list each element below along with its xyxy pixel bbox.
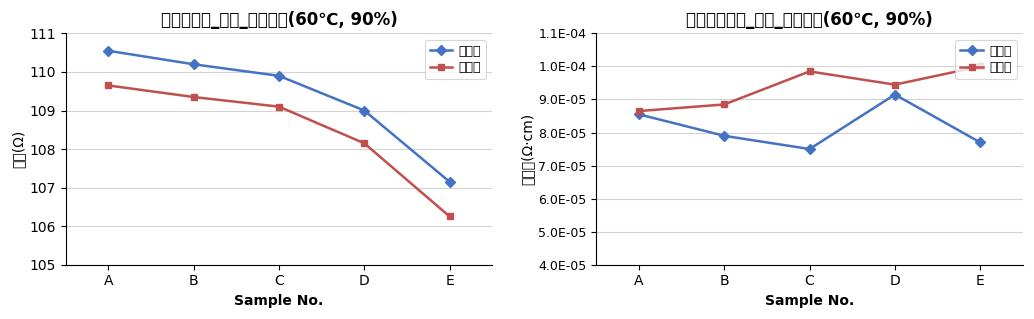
Title: 비저항균일도_단품_항온항습(60℃, 90%): 비저항균일도_단품_항온항습(60℃, 90%) [687,11,933,29]
시험전 [803,147,816,151]
Title: 저항균일도_단품_항온항습(60℃, 90%): 저항균일도_단품_항온항습(60℃, 90%) [160,11,397,29]
시험전 [187,62,200,66]
시험전 [633,112,645,116]
시험후 [888,83,901,86]
Legend: 시험전, 시험후: 시험전, 시험후 [425,40,486,79]
시험후 [974,64,986,68]
Y-axis label: 저항(Ω): 저항(Ω) [11,130,25,168]
Y-axis label: 비저항(Ω·cm): 비저항(Ω·cm) [520,113,534,185]
시험후 [633,109,645,113]
X-axis label: Sample No.: Sample No. [765,294,854,308]
시험후 [444,215,456,219]
시험후 [187,95,200,99]
시험전 [888,93,901,96]
시험전 [444,180,456,184]
시험전 [358,108,370,112]
Legend: 시험전, 시험후: 시험전, 시험후 [955,40,1016,79]
X-axis label: Sample No.: Sample No. [235,294,324,308]
Line: 시험후: 시험후 [636,63,983,115]
Line: 시험전: 시험전 [104,47,453,185]
시험후 [102,84,115,87]
시험후 [803,70,816,73]
시험후 [273,105,285,108]
시험전 [273,74,285,78]
시험후 [358,141,370,145]
시험전 [718,134,730,138]
Line: 시험전: 시험전 [636,91,983,152]
시험전 [974,140,986,144]
시험전 [102,49,115,53]
Line: 시험후: 시험후 [104,82,453,220]
시험후 [718,102,730,106]
